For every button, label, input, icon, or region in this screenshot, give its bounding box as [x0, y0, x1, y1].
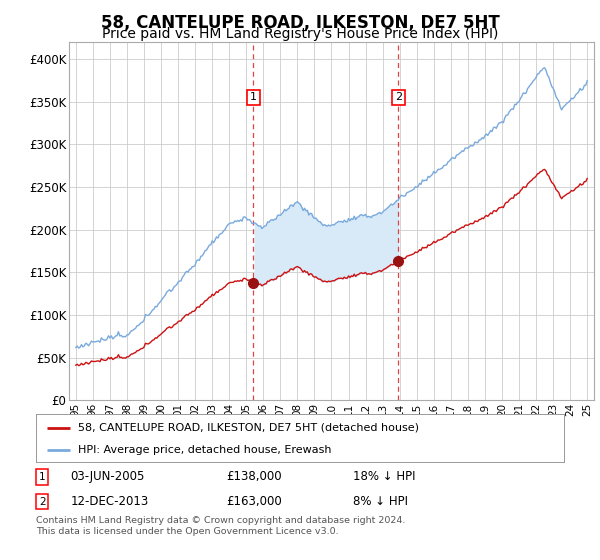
Text: 2: 2: [39, 497, 46, 507]
Text: £138,000: £138,000: [226, 470, 282, 483]
Text: 8% ↓ HPI: 8% ↓ HPI: [353, 495, 408, 508]
Text: 18% ↓ HPI: 18% ↓ HPI: [353, 470, 415, 483]
Text: 12-DEC-2013: 12-DEC-2013: [70, 495, 149, 508]
Text: 1: 1: [250, 92, 257, 102]
Text: 1: 1: [39, 472, 46, 482]
Text: 2: 2: [395, 92, 402, 102]
Text: HPI: Average price, detached house, Erewash: HPI: Average price, detached house, Erew…: [78, 445, 332, 455]
Text: 58, CANTELUPE ROAD, ILKESTON, DE7 5HT: 58, CANTELUPE ROAD, ILKESTON, DE7 5HT: [101, 14, 499, 32]
Text: 03-JUN-2005: 03-JUN-2005: [70, 470, 145, 483]
Text: Contains HM Land Registry data © Crown copyright and database right 2024.
This d: Contains HM Land Registry data © Crown c…: [36, 516, 406, 536]
Text: Price paid vs. HM Land Registry's House Price Index (HPI): Price paid vs. HM Land Registry's House …: [102, 27, 498, 41]
Text: £163,000: £163,000: [226, 495, 282, 508]
Text: 58, CANTELUPE ROAD, ILKESTON, DE7 5HT (detached house): 58, CANTELUPE ROAD, ILKESTON, DE7 5HT (d…: [78, 423, 419, 433]
